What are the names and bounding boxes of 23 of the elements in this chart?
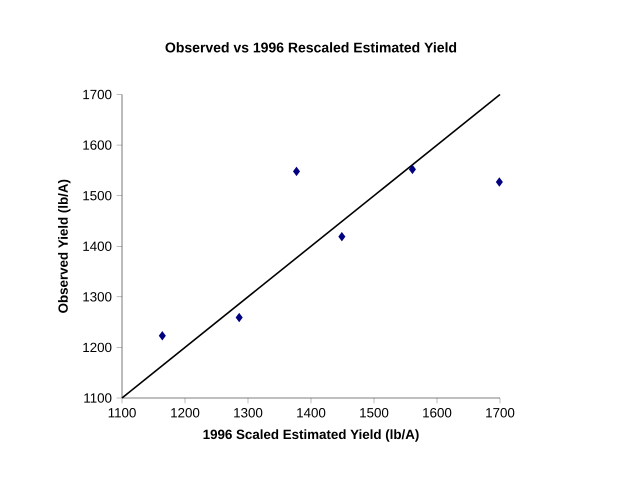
y-tick-label: 1300	[83, 292, 112, 302]
y-axis-title: Observed Yield (lb/A)	[58, 180, 70, 313]
x-tick-label: 1600	[423, 408, 452, 418]
y-tick-label: 1100	[84, 393, 112, 403]
y-tick-label: 1400	[83, 242, 112, 251]
point	[158, 331, 166, 340]
x-tick-label: 1400	[297, 408, 326, 418]
x-tick-label: 1200	[171, 408, 200, 418]
y-tick-label: 1600	[83, 140, 112, 150]
y-tick-label: 1500	[83, 190, 112, 200]
point	[293, 166, 300, 176]
point	[408, 164, 416, 174]
point	[338, 232, 346, 242]
x-tick-label: 1500	[360, 408, 388, 418]
chart-title: Observed vs 1996 Rescaled Estimated Yield	[166, 42, 456, 52]
x-tick-label: 1100	[108, 408, 136, 418]
y-tick-label: 1700	[83, 90, 112, 100]
point	[236, 313, 243, 322]
y-tick-label: 1200	[83, 342, 112, 352]
x-tick-label: 1700	[486, 408, 514, 418]
x-tick-label: 1300	[234, 408, 262, 418]
point	[496, 177, 503, 187]
x-axis-title: 1996 Scaled Estimated Yield (lb/A)	[204, 429, 419, 442]
